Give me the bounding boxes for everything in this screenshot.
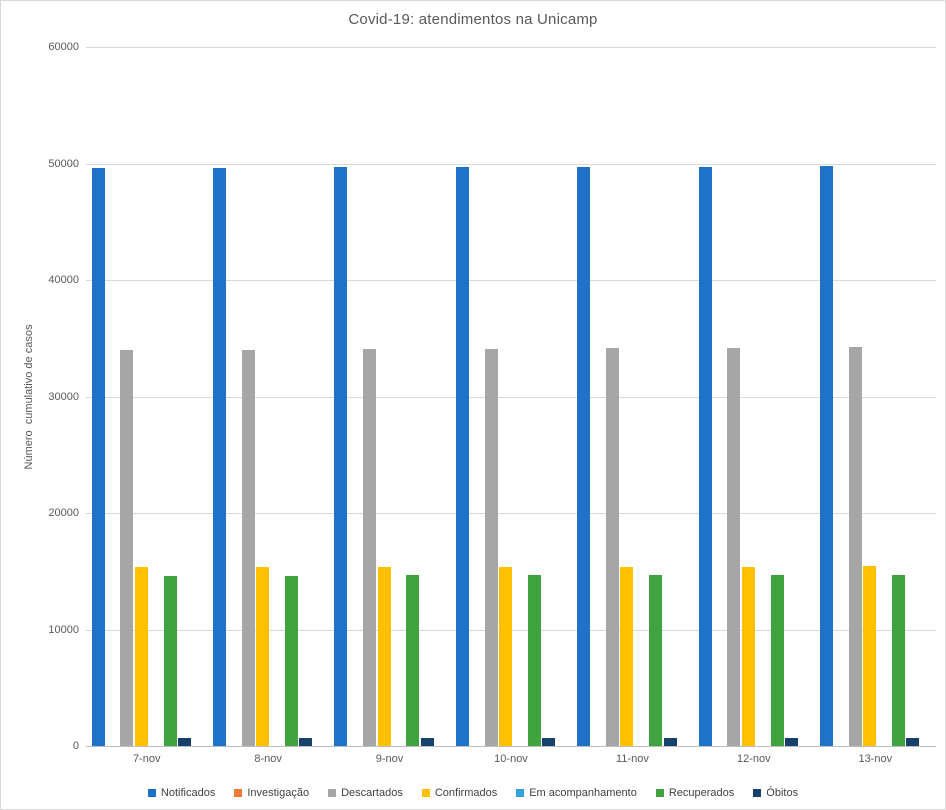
legend-label-confirmados: Confirmados [434,787,498,799]
gridline-30000 [86,396,936,398]
legend-swatch-notificados [147,789,156,797]
legend-swatch-investigacao [234,789,243,797]
x-tick-label-8-nov: 8-nov [254,753,282,765]
legend-label-em-acompanhamento: Em acompanhamento [529,787,637,799]
bar-descartados-10-nov [484,348,498,746]
bar-descartados-7-nov [120,350,134,746]
bar-notificados-12-nov [698,166,712,746]
y-tick-label-10000: 10000 [48,623,79,636]
bar-recuperados-11-nov [649,575,663,746]
bar-descartados-11-nov [606,348,619,746]
bar-obitos-7-nov [177,737,191,746]
bar-confirmados-8-nov [256,567,270,746]
legend-swatch-recuperados [655,789,664,797]
bar-recuperados-12-nov [770,575,784,746]
gridline-50000 [86,163,936,165]
bar-recuperados-13-nov [892,574,906,746]
bar-confirmados-7-nov [134,567,148,746]
legend-swatch-obitos [753,789,762,797]
bar-obitos-11-nov [663,737,677,746]
bar-obitos-10-nov [542,737,556,746]
bar-obitos-9-nov [420,737,434,746]
legend-swatch-confirmados [421,789,430,797]
bar-notificados-7-nov [91,168,105,746]
legend-label-recuperados: Recuperados [668,787,735,799]
y-tick-label-60000: 60000 [48,41,79,53]
bar-confirmados-10-nov [498,566,512,746]
y-tick-label-20000: 20000 [48,507,79,519]
y-tick-label-0: 0 [72,740,79,752]
bar-descartados-13-nov [848,346,862,746]
gridline-20000 [86,513,936,514]
bar-notificados-10-nov [455,167,469,746]
bar-obitos-8-nov [299,737,313,746]
x-tick-label-9-nov: 9-nov [375,753,404,765]
bar-recuperados-9-nov [406,575,420,746]
legend-label-obitos: Óbitos [766,787,799,799]
x-tick-label-13-nov: 13-nov [858,753,893,765]
bar-descartados-8-nov [241,349,255,746]
chart-title: Covid-19: atendimentos na Unicamp [348,11,598,28]
x-tick-label-12-nov: 12-nov [737,753,771,765]
bar-recuperados-8-nov [284,575,298,746]
bar-notificados-8-nov [212,167,226,746]
bar-obitos-12-nov [785,737,799,746]
bar-confirmados-9-nov [377,567,391,746]
legend-item-em-acompanhamento: Em acompanhamento [516,787,637,799]
legend-item-confirmados: Confirmados [421,787,498,799]
legend-item-investigacao: Investigação [234,787,309,799]
bar-recuperados-7-nov [163,575,177,746]
legend-label-investigacao: Investigação [247,787,310,799]
bar-obitos-13-nov [906,737,920,746]
bar-descartados-9-nov [363,349,377,746]
x-axis-line [86,746,936,747]
bar-confirmados-12-nov [741,566,755,746]
x-tick-label-7-nov: 7-nov [132,753,161,765]
bar-notificados-13-nov [820,165,834,746]
legend-swatch-descartados [328,789,337,797]
y-tick-label-30000: 30000 [48,390,79,403]
bar-confirmados-11-nov [620,566,634,746]
legend-swatch-em-acompanhamento [516,789,525,797]
bar-descartados-12-nov [727,348,741,746]
gridline-60000 [86,47,936,48]
gridline-40000 [86,280,936,281]
legend-item-descartados: Descartados [328,787,403,799]
y-tick-label-40000: 40000 [48,274,79,286]
bar-recuperados-10-nov [527,575,541,746]
legend-item-recuperados: Recuperados [655,787,735,799]
legend-item-notificados: Notificados [147,787,216,799]
x-tick-label-10-nov: 10-nov [494,753,528,765]
x-tick-label-11-nov: 11-nov [616,753,649,765]
bar-notificados-9-nov [334,167,348,746]
y-tick-label-50000: 50000 [48,157,79,170]
legend-label-descartados: Descartados [341,787,403,799]
legend-label-notificados: Notificados [160,787,216,799]
legend: Notificados Investigação Descartados Confir… [1,787,945,799]
legend-item-obitos: Óbitos [753,787,798,799]
bar-notificados-11-nov [577,166,591,746]
bar-confirmados-13-nov [863,566,877,746]
